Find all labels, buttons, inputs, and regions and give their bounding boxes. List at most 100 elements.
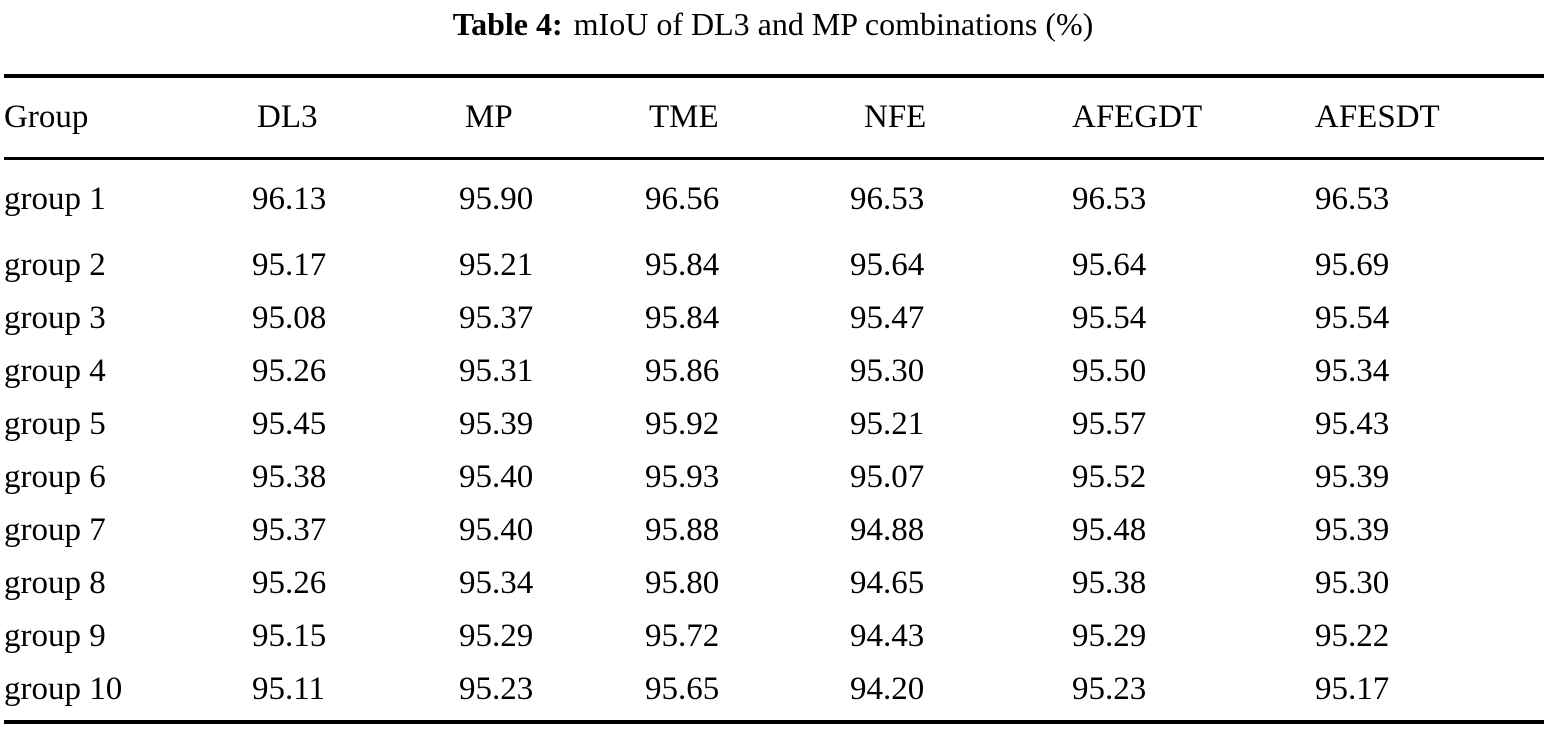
cell-afesdt: 95.69	[1315, 247, 1390, 283]
column-header-tme: TME	[649, 99, 719, 135]
cell-afesdt: 95.43	[1315, 406, 1390, 442]
caption-label: Table 4:	[452, 6, 563, 42]
cell-nfe: 94.65	[850, 565, 925, 601]
cell-afesdt: 96.53	[1315, 181, 1390, 217]
cell-nfe: 95.30	[850, 353, 925, 389]
cell-dl3: 95.37	[252, 512, 327, 548]
cell-mp: 95.40	[459, 512, 534, 548]
cell-nfe: 94.88	[850, 512, 925, 548]
cell-mp: 95.39	[459, 406, 534, 442]
cell-group: group 10	[4, 671, 123, 707]
cell-dl3: 96.13	[252, 181, 327, 217]
cell-afesdt: 95.17	[1315, 671, 1390, 707]
cell-afegdt: 95.64	[1072, 247, 1147, 283]
cell-nfe: 94.43	[850, 618, 925, 654]
cell-nfe: 95.21	[850, 406, 925, 442]
table-row: group 3 95.08 95.37 95.84 95.47 95.54 95.54	[4, 292, 1544, 345]
cell-group: group 8	[4, 565, 106, 601]
cell-nfe: 95.64	[850, 247, 925, 283]
cell-tme: 96.56	[645, 181, 720, 217]
table-header-row: Group DL3 MP TME NFE AFEGDT AFESDT	[4, 78, 1544, 157]
cell-mp: 95.29	[459, 618, 534, 654]
cell-afegdt: 95.54	[1072, 300, 1147, 336]
cell-afesdt: 95.39	[1315, 512, 1390, 548]
cell-nfe: 94.20	[850, 671, 925, 707]
cell-afegdt: 95.38	[1072, 565, 1147, 601]
cell-mp: 95.21	[459, 247, 534, 283]
cell-mp: 95.37	[459, 300, 534, 336]
table-row: group 8 95.26 95.34 95.80 94.65 95.38 95.30	[4, 557, 1544, 610]
results-table-body-wrap: group 1 96.13 95.90 96.56 96.53 96.53 96.53 gro…	[4, 160, 1544, 720]
cell-mp: 95.31	[459, 353, 534, 389]
cell-tme: 95.84	[645, 247, 720, 283]
cell-nfe: 95.47	[850, 300, 925, 336]
table-row: group 1 96.13 95.90 96.56 96.53 96.53 96.53	[4, 160, 1544, 239]
cell-afesdt: 95.30	[1315, 565, 1390, 601]
cell-afegdt: 95.29	[1072, 618, 1147, 654]
cell-dl3: 95.38	[252, 459, 327, 495]
table-top-rule	[4, 74, 1544, 78]
table-row: group 4 95.26 95.31 95.86 95.30 95.50 95.34	[4, 345, 1544, 398]
cell-afegdt: 95.23	[1072, 671, 1147, 707]
table-body: group 1 96.13 95.90 96.56 96.53 96.53 96.53 gro…	[4, 160, 1544, 720]
cell-dl3: 95.26	[252, 353, 327, 389]
cell-group: group 9	[4, 618, 106, 654]
table-row: group 10 95.11 95.23 95.65 94.20 95.23 95.17	[4, 663, 1544, 720]
cell-tme: 95.65	[645, 671, 720, 707]
table-row: group 9 95.15 95.29 95.72 94.43 95.29 95.22	[4, 610, 1544, 663]
table-row: group 7 95.37 95.40 95.88 94.88 95.48 95.39	[4, 504, 1544, 557]
column-header-mp: MP	[465, 99, 513, 135]
cell-afegdt: 95.52	[1072, 459, 1147, 495]
cell-group: group 7	[4, 512, 106, 548]
table-bottom-rule	[4, 720, 1544, 724]
cell-group: group 5	[4, 406, 106, 442]
cell-group: group 2	[4, 247, 106, 283]
table-row: group 5 95.45 95.39 95.92 95.21 95.57 95.43	[4, 398, 1544, 451]
table-header: Group DL3 MP TME NFE AFEGDT AFESDT	[4, 78, 1544, 157]
cell-afesdt: 95.22	[1315, 618, 1390, 654]
cell-mp: 95.34	[459, 565, 534, 601]
cell-group: group 3	[4, 300, 106, 336]
column-header-group: Group	[4, 99, 89, 135]
cell-dl3: 95.11	[252, 671, 326, 707]
cell-dl3: 95.15	[252, 618, 327, 654]
results-table: Group DL3 MP TME NFE AFEGDT AFESDT	[4, 78, 1544, 157]
cell-tme: 95.88	[645, 512, 720, 548]
cell-mp: 95.90	[459, 181, 534, 217]
cell-tme: 95.84	[645, 300, 720, 336]
cell-afegdt: 95.50	[1072, 353, 1147, 389]
table-row: group 6 95.38 95.40 95.93 95.07 95.52 95.39	[4, 451, 1544, 504]
cell-dl3: 95.26	[252, 565, 327, 601]
cell-afesdt: 95.34	[1315, 353, 1390, 389]
cell-afegdt: 96.53	[1072, 181, 1147, 217]
cell-afesdt: 95.54	[1315, 300, 1390, 336]
cell-tme: 95.93	[645, 459, 720, 495]
cell-tme: 95.72	[645, 618, 720, 654]
cell-tme: 95.80	[645, 565, 720, 601]
table-container: Group DL3 MP TME NFE AFEGDT AFESDT	[4, 74, 1544, 724]
cell-nfe: 96.53	[850, 181, 925, 217]
caption-text: mIoU of DL3 and MP combinations (%)	[573, 6, 1094, 42]
cell-mp: 95.40	[459, 459, 534, 495]
cell-afegdt: 95.57	[1072, 406, 1147, 442]
table-caption: Table 4: mIoU of DL3 and MP combinations …	[0, 4, 1546, 44]
cell-group: group 1	[4, 181, 106, 217]
column-header-dl3: DL3	[257, 99, 318, 135]
cell-afesdt: 95.39	[1315, 459, 1390, 495]
cell-dl3: 95.45	[252, 406, 327, 442]
table-row: group 2 95.17 95.21 95.84 95.64 95.64 95.69	[4, 239, 1544, 292]
column-header-afesdt: AFESDT	[1315, 99, 1440, 135]
cell-group: group 6	[4, 459, 106, 495]
cell-nfe: 95.07	[850, 459, 925, 495]
column-header-afegdt: AFEGDT	[1072, 99, 1203, 135]
cell-group: group 4	[4, 353, 106, 389]
cell-afegdt: 95.48	[1072, 512, 1147, 548]
cell-mp: 95.23	[459, 671, 534, 707]
cell-dl3: 95.17	[252, 247, 327, 283]
column-header-nfe: NFE	[864, 99, 927, 135]
cell-tme: 95.92	[645, 406, 720, 442]
cell-dl3: 95.08	[252, 300, 327, 336]
cell-tme: 95.86	[645, 353, 720, 389]
table-header-rule	[4, 157, 1544, 160]
